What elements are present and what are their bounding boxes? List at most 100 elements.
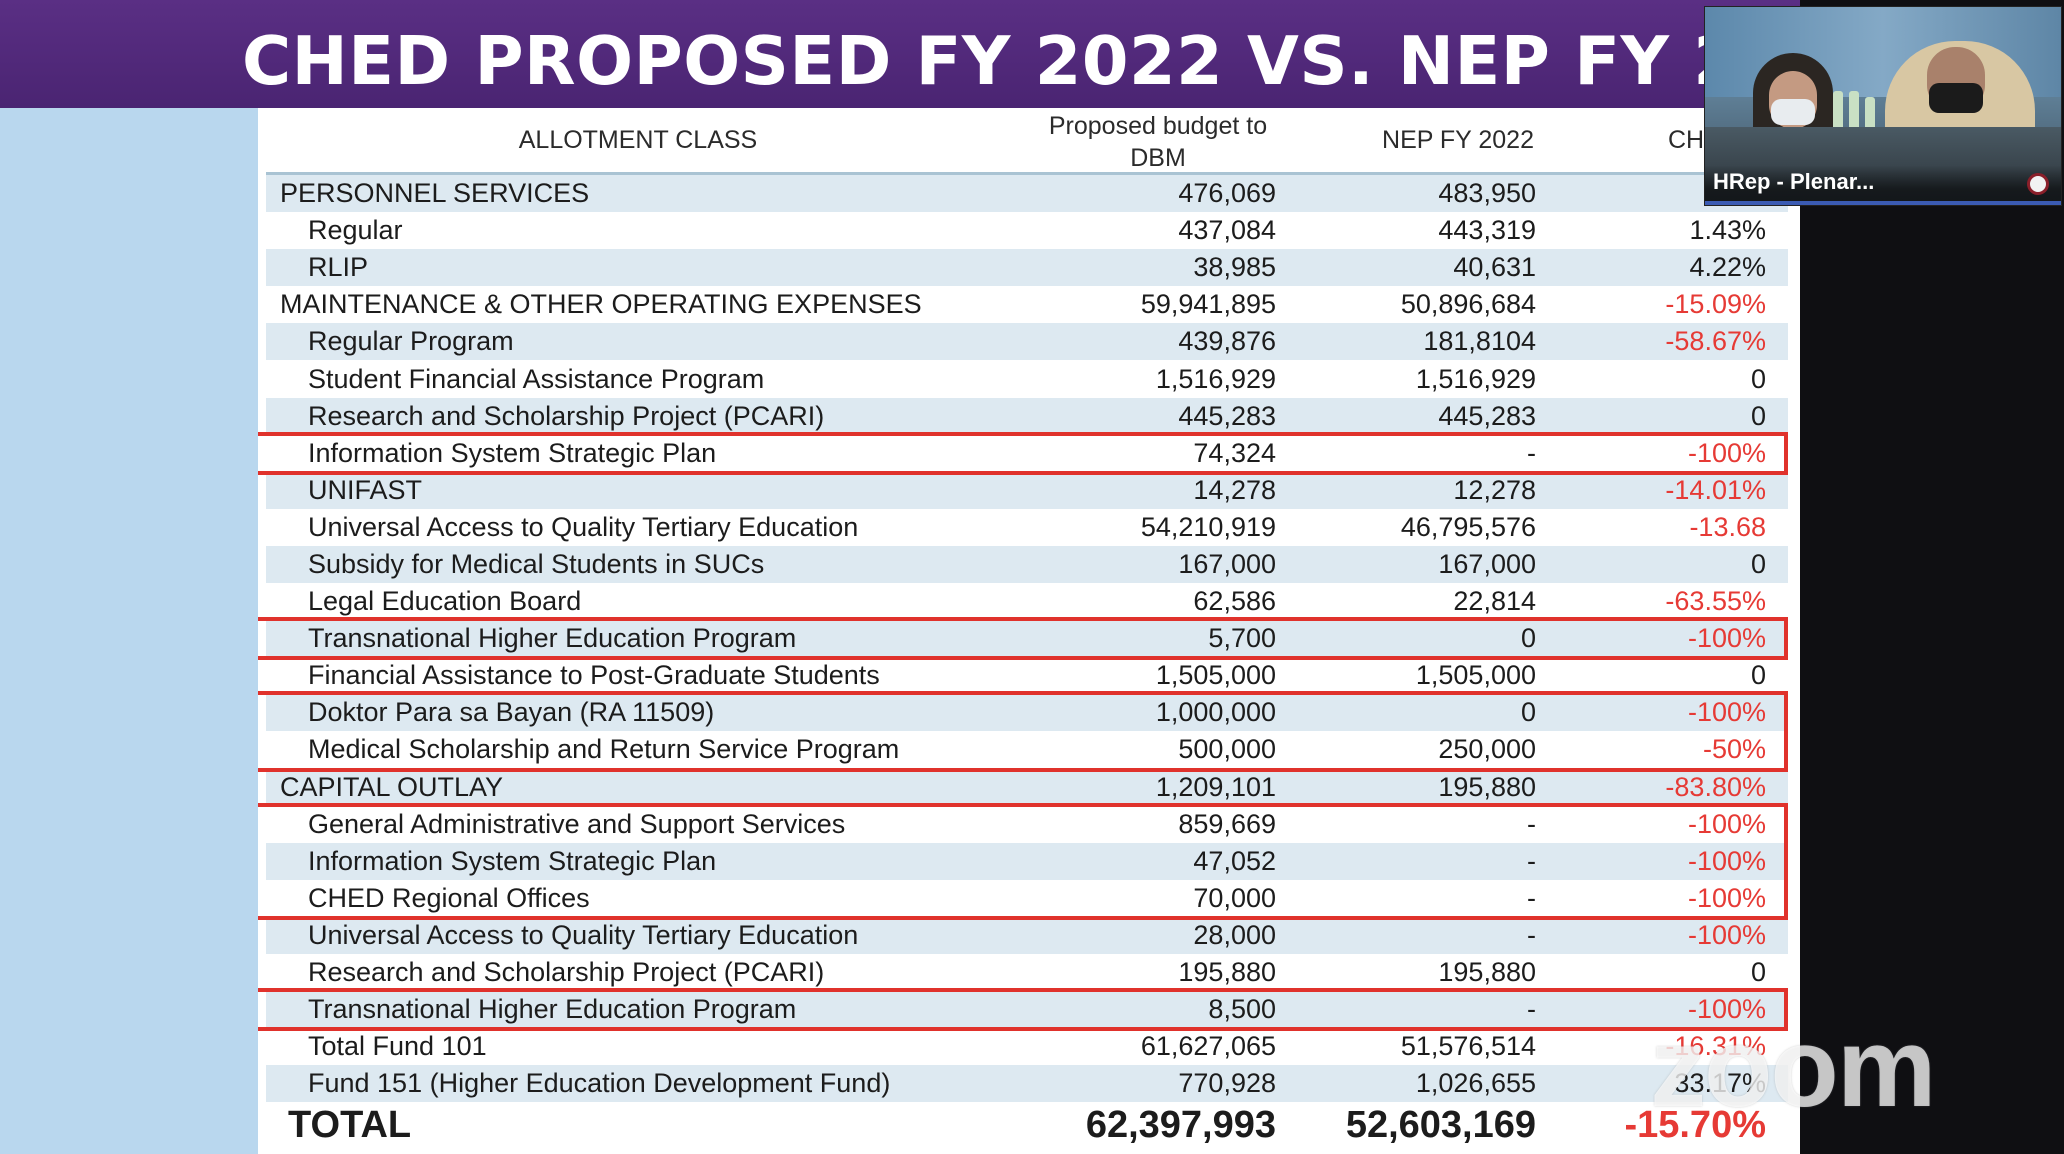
row-proposed-value: 47,052	[1193, 845, 1276, 876]
table-row: Fund 151 (Higher Education Development F…	[266, 1065, 1788, 1103]
row-label: Financial Assistance to Post-Graduate St…	[308, 660, 880, 691]
row-proposed-value: 167,000	[1178, 548, 1276, 579]
table-row: Transnational Higher Education Program 5,…	[266, 620, 1788, 658]
table-row: Information System Strategic Plan 74,324 -…	[266, 435, 1788, 472]
row-change-value: -100%	[1687, 697, 1766, 728]
row-nep-value: -	[1527, 808, 1536, 839]
table-header: ALLOTMENT CLASS Proposed budget to DBM N…	[258, 108, 1800, 172]
row-change-value: -16.31%	[1665, 1031, 1766, 1062]
row-nep-value: 46,795,576	[1400, 511, 1536, 542]
table-row: Regular 437,084 443,319 1.43%	[266, 212, 1788, 249]
row-label: PERSONNEL SERVICES	[280, 178, 590, 209]
row-change-value: -100%	[1687, 919, 1766, 950]
table-row: Information System Strategic Plan 47,052 -…	[266, 842, 1788, 880]
table-row: Doktor Para sa Bayan (RA 11509) 1,000,000…	[266, 694, 1788, 732]
total-proposed-value: 62,397,993	[1085, 1103, 1276, 1146]
row-change-value: 33.17%	[1674, 1068, 1766, 1099]
row-change-value: -63.55%	[1665, 586, 1766, 617]
table-row: Regular Program 439,876 181,8104 -58.67%	[266, 323, 1788, 361]
header-proposed-budget: Proposed budget to DBM	[998, 108, 1318, 174]
row-change-value: -14.01%	[1665, 474, 1766, 505]
row-nep-value: 445,283	[1438, 400, 1536, 431]
table-row: Legal Education Board 62,586 22,814 -63.55%	[266, 583, 1788, 620]
row-change-value: -58.67%	[1665, 326, 1766, 357]
row-nep-value: 181,8104	[1423, 326, 1536, 357]
row-label: Legal Education Board	[308, 586, 582, 617]
row-label: Information System Strategic Plan	[308, 845, 717, 876]
row-nep-value: 195,880	[1438, 771, 1536, 802]
row-proposed-value: 437,084	[1178, 215, 1276, 246]
row-proposed-value: 859,669	[1178, 808, 1276, 839]
row-label: MAINTENANCE & OTHER OPERATING EXPENSES	[280, 289, 922, 320]
row-proposed-value: 8,500	[1208, 994, 1276, 1025]
participant-video-tile[interactable]: HRep - Plenar...	[1704, 6, 2062, 206]
row-nep-value: 0	[1520, 697, 1536, 728]
row-change-value: -50%	[1702, 734, 1766, 765]
row-label: Medical Scholarship and Return Service P…	[308, 734, 900, 765]
row-change-value: 0	[1750, 660, 1766, 691]
row-label: Total Fund 101	[308, 1031, 487, 1062]
row-change-value: 0	[1750, 363, 1766, 394]
row-proposed-value: 1,516,929	[1155, 363, 1276, 394]
row-nep-value: -	[1527, 919, 1536, 950]
table-row: CAPITAL OUTLAY 1,209,101 195,880 -83.80%	[266, 768, 1788, 806]
row-proposed-value: 14,278	[1193, 474, 1276, 505]
table-row: Student Financial Assistance Program 1,51…	[266, 360, 1788, 397]
row-change-value: -100%	[1687, 845, 1766, 876]
table-row: Research and Scholarship Project (PCARI)…	[266, 397, 1788, 435]
row-nep-value: 250,000	[1438, 734, 1536, 765]
row-label: Fund 151 (Higher Education Development F…	[308, 1068, 891, 1099]
row-label: Regular Program	[308, 326, 514, 357]
row-proposed-value: 70,000	[1193, 882, 1276, 913]
row-proposed-value: 439,876	[1178, 326, 1276, 357]
row-label: Transnational Higher Education Program	[308, 623, 797, 654]
row-nep-value: 1,026,655	[1415, 1068, 1536, 1099]
table-row: CHED Regional Offices 70,000 - -100%	[266, 880, 1788, 917]
row-proposed-value: 500,000	[1178, 734, 1276, 765]
header-allotment-class: ALLOTMENT CLASS	[518, 126, 758, 154]
row-label: General Administrative and Support Servi…	[308, 808, 846, 839]
slide-title-banner: CHED PROPOSED FY 2022 VS. NEP FY 2	[0, 0, 1800, 108]
row-change-value: 0	[1750, 548, 1766, 579]
row-nep-value: 1,505,000	[1415, 660, 1536, 691]
row-nep-value: 195,880	[1438, 957, 1536, 988]
table-row: Research and Scholarship Project (PCARI)…	[266, 954, 1788, 991]
row-proposed-value: 28,000	[1193, 919, 1276, 950]
row-label: Information System Strategic Plan	[308, 437, 717, 468]
row-nep-value: 50,896,684	[1400, 289, 1536, 320]
row-change-value: -13.68	[1689, 511, 1766, 542]
row-proposed-value: 445,283	[1178, 400, 1276, 431]
row-proposed-value: 476,069	[1178, 178, 1276, 209]
row-proposed-value: 770,928	[1178, 1068, 1276, 1099]
row-change-value: 1.43%	[1689, 215, 1766, 246]
row-nep-value: 40,631	[1453, 252, 1536, 283]
total-change-value: -15.70%	[1624, 1103, 1766, 1146]
row-label: Universal Access to Quality Tertiary Edu…	[308, 511, 859, 542]
participant-name: HRep - Plenar...	[1713, 169, 1875, 194]
row-proposed-value: 5,700	[1208, 623, 1276, 654]
total-row: TOTAL 62,397,993 52,603,169 -15.70%	[266, 1102, 1788, 1148]
table-row: RLIP 38,985 40,631 4.22%	[266, 249, 1788, 287]
row-label: Subsidy for Medical Students in SUCs	[308, 548, 765, 579]
slide-title: CHED PROPOSED FY 2022 VS. NEP FY 2	[242, 22, 1741, 100]
row-proposed-value: 59,941,895	[1140, 289, 1276, 320]
table-row: Transnational Higher Education Program 8,…	[266, 991, 1788, 1029]
row-nep-value: 12,278	[1453, 474, 1536, 505]
table-row: Universal Access to Quality Tertiary Edu…	[266, 916, 1788, 954]
row-label: Research and Scholarship Project (PCARI)	[308, 957, 825, 988]
row-change-value: -100%	[1687, 437, 1766, 468]
row-label: Universal Access to Quality Tertiary Edu…	[308, 919, 859, 950]
row-change-value: -100%	[1687, 623, 1766, 654]
row-label: Doktor Para sa Bayan (RA 11509)	[308, 697, 715, 728]
table-row: MAINTENANCE & OTHER OPERATING EXPENSES 59…	[266, 286, 1788, 323]
row-label: CHED Regional Offices	[308, 882, 590, 913]
row-proposed-value: 74,324	[1193, 437, 1276, 468]
row-nep-value: 51,576,514	[1400, 1031, 1536, 1062]
row-nep-value: -	[1527, 882, 1536, 913]
row-nep-value: 443,319	[1438, 215, 1536, 246]
house-seal-icon	[2027, 173, 2049, 195]
row-proposed-value: 195,880	[1178, 957, 1276, 988]
participant-name-bar	[1705, 165, 2061, 205]
row-label: Regular	[308, 215, 403, 246]
